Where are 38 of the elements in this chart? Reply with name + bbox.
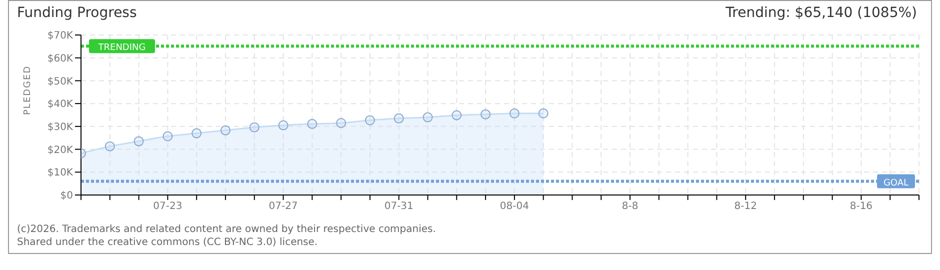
point (134, 136, 144, 146)
point (220, 125, 230, 136)
text: Shared under the creative commons (CC BY-NC 3.0) license. (17, 236, 319, 249)
x-tick-label: 8-16 (850, 201, 873, 212)
chart-subtitle: Trending: $65,140 (1085%) (726, 5, 917, 21)
y-tick-label: $40K (47, 99, 74, 110)
x-tick-label: 07-23 (153, 201, 182, 212)
x-tick-label: 8-8 (622, 201, 638, 212)
chart-title: Funding Progress (17, 5, 137, 21)
point (509, 108, 520, 118)
point (394, 113, 404, 124)
y-tick-label: $10K (47, 168, 74, 179)
y-tick-label: $60K (47, 53, 74, 64)
y-tick-label: $20K (47, 144, 74, 156)
point (538, 108, 548, 118)
point (336, 118, 346, 128)
y-tick-label: $70K (47, 30, 74, 42)
y-axis-title: PLEDGED (23, 65, 34, 115)
text: (c)2026. Trademarks and related content are owned by their respective companies. (17, 223, 436, 236)
ref-line-label: GOAL (883, 178, 909, 188)
x-tick-label: 08-04 (500, 201, 529, 212)
point (249, 122, 260, 132)
x-tick-label: 8-12 (734, 201, 757, 212)
y-tick-label: $50K (47, 76, 74, 88)
point (452, 110, 462, 120)
x-tick-label: 07-27 (268, 201, 298, 212)
point (104, 141, 115, 152)
y-tick-label: $30K (47, 122, 74, 133)
y-tick-label: $0 (60, 190, 73, 202)
ref-line-label: TRENDING (97, 43, 146, 54)
point (480, 109, 491, 120)
point (162, 131, 173, 142)
point (307, 118, 318, 129)
point (278, 120, 288, 130)
point (364, 115, 375, 126)
point (192, 128, 202, 138)
point (422, 112, 433, 122)
x-tick-label: 07-31 (384, 201, 414, 212)
